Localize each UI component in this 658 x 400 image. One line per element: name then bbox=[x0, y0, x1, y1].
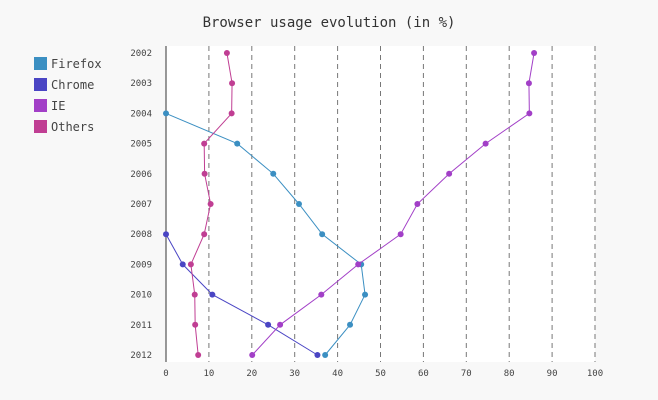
data-point[interactable] bbox=[265, 321, 272, 328]
data-point[interactable] bbox=[525, 80, 532, 87]
series bbox=[163, 50, 538, 358]
chart-title: Browser usage evolution (in %) bbox=[203, 15, 456, 31]
y-tick-label: 2012 bbox=[130, 351, 152, 361]
x-tick-label: 40 bbox=[332, 369, 343, 379]
legend-swatch bbox=[34, 120, 47, 133]
axes: 0 10 20 30 40 50 60 70 80 90 100 2002 2003 2004 2005 20… bbox=[130, 46, 603, 379]
data-point[interactable] bbox=[270, 170, 277, 177]
data-point[interactable] bbox=[163, 231, 169, 238]
data-point[interactable] bbox=[362, 291, 369, 298]
y-tick-label: 2009 bbox=[130, 260, 152, 270]
y-tick-label: 2011 bbox=[130, 321, 152, 331]
data-point[interactable] bbox=[482, 140, 489, 147]
x-tick-label: 0 bbox=[163, 369, 168, 379]
y-tick-label: 2005 bbox=[130, 140, 152, 150]
data-point[interactable] bbox=[229, 80, 236, 87]
x-tick-label: 60 bbox=[418, 369, 429, 379]
data-point[interactable] bbox=[355, 261, 362, 268]
x-tick-label: 70 bbox=[461, 369, 472, 379]
data-point[interactable] bbox=[531, 50, 538, 56]
x-tick-label: 50 bbox=[375, 369, 386, 379]
x-tick-label: 20 bbox=[246, 369, 257, 379]
data-point[interactable] bbox=[223, 50, 230, 56]
x-tick-label: 80 bbox=[504, 369, 515, 379]
data-point[interactable] bbox=[163, 110, 169, 117]
x-tick-label: 10 bbox=[203, 369, 214, 379]
data-point[interactable] bbox=[526, 110, 533, 117]
legend-swatch bbox=[34, 99, 47, 112]
data-point[interactable] bbox=[187, 261, 194, 268]
x-tick-label: 90 bbox=[547, 369, 558, 379]
data-point[interactable] bbox=[201, 170, 208, 177]
legend-label: IE bbox=[51, 99, 65, 113]
y-tick-label: 2003 bbox=[130, 79, 152, 89]
data-point[interactable] bbox=[207, 201, 214, 207]
y-tick-label: 2002 bbox=[130, 49, 152, 59]
data-point[interactable] bbox=[319, 231, 326, 238]
data-point[interactable] bbox=[397, 231, 404, 238]
data-point[interactable] bbox=[192, 321, 199, 328]
legend-item-others[interactable]: Others bbox=[34, 120, 94, 134]
data-point[interactable] bbox=[209, 291, 216, 298]
grid bbox=[166, 46, 596, 362]
data-point[interactable] bbox=[195, 352, 202, 358]
data-point[interactable] bbox=[191, 291, 198, 298]
y-tick-label: 2004 bbox=[130, 109, 152, 119]
y-tick-label: 2006 bbox=[130, 170, 152, 180]
data-point[interactable] bbox=[201, 140, 208, 147]
data-point[interactable] bbox=[234, 140, 241, 147]
legend-swatch bbox=[34, 78, 47, 91]
legend-item-firefox[interactable]: Firefox bbox=[34, 57, 102, 71]
legend-item-chrome[interactable]: Chrome bbox=[34, 78, 94, 92]
data-point[interactable] bbox=[446, 170, 453, 177]
series-ie bbox=[249, 50, 538, 358]
legend-item-ie[interactable]: IE bbox=[34, 99, 65, 113]
data-point[interactable] bbox=[201, 231, 208, 238]
y-tick-label: 2008 bbox=[130, 230, 152, 240]
data-point[interactable] bbox=[314, 352, 321, 358]
data-point[interactable] bbox=[414, 201, 421, 207]
series-firefox bbox=[163, 110, 369, 358]
data-point[interactable] bbox=[347, 321, 354, 328]
legend-label: Chrome bbox=[51, 78, 94, 92]
data-point[interactable] bbox=[295, 201, 302, 207]
data-point[interactable] bbox=[249, 352, 256, 358]
series-others bbox=[187, 50, 236, 358]
x-tick-label: 100 bbox=[587, 369, 603, 379]
legend-label: Others bbox=[51, 120, 94, 134]
data-point[interactable] bbox=[179, 261, 186, 268]
y-tick-label: 2007 bbox=[130, 200, 152, 210]
legend-swatch bbox=[34, 57, 47, 70]
legend: Firefox Chrome IE Others bbox=[34, 57, 102, 134]
x-tick-label: 30 bbox=[289, 369, 300, 379]
data-point[interactable] bbox=[318, 291, 325, 298]
y-tick-label: 2010 bbox=[130, 291, 152, 301]
data-point[interactable] bbox=[228, 110, 235, 117]
series-chrome bbox=[163, 231, 321, 358]
data-point[interactable] bbox=[277, 321, 284, 328]
legend-label: Firefox bbox=[51, 57, 102, 71]
data-point[interactable] bbox=[322, 352, 329, 358]
